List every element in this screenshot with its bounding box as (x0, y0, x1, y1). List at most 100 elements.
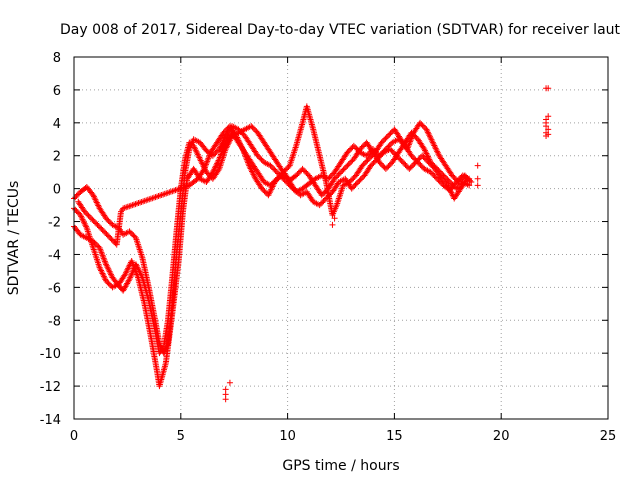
data-point (343, 163, 350, 170)
data-point (216, 154, 223, 161)
data-point (103, 261, 110, 268)
data-point (385, 163, 392, 170)
data-point (417, 161, 424, 168)
data-point (424, 151, 431, 158)
data-point (246, 164, 253, 171)
data-point (377, 160, 384, 167)
data-point (94, 242, 101, 249)
data-point (363, 158, 370, 165)
data-point (268, 186, 275, 193)
data-point-outlier (543, 123, 550, 130)
data-point (350, 175, 357, 182)
data-point (387, 130, 394, 137)
data-point (334, 173, 341, 180)
data-point (423, 156, 430, 163)
data-point (441, 173, 448, 180)
data-point (267, 162, 274, 169)
data-point (282, 166, 289, 173)
data-point (419, 122, 426, 129)
data-point (434, 148, 441, 155)
data-point (408, 152, 415, 159)
data-point (86, 213, 93, 220)
data-point (108, 236, 115, 243)
data-point (426, 132, 433, 139)
data-point (105, 265, 112, 272)
data-point (321, 196, 328, 203)
data-point (261, 188, 268, 195)
data-point (105, 267, 112, 274)
data-point (82, 209, 89, 216)
data-point (316, 202, 323, 209)
data-point (258, 156, 265, 163)
data-point (425, 159, 432, 166)
data-point (412, 159, 419, 166)
data-point (374, 156, 381, 163)
data-point (430, 171, 437, 178)
data-point (407, 138, 414, 145)
data-point (126, 276, 133, 283)
data-point (294, 171, 301, 178)
data-point (129, 261, 136, 268)
data-point (239, 146, 246, 153)
data-point (80, 217, 87, 224)
data-point (90, 192, 97, 199)
data-point (381, 136, 388, 143)
data-point (427, 135, 434, 142)
data-point (266, 189, 273, 196)
data-point (72, 194, 79, 201)
data-point (192, 145, 199, 152)
data-point-outlier (545, 113, 552, 120)
data-point (327, 173, 334, 180)
data-point (352, 144, 359, 151)
data-point (98, 225, 105, 232)
data-point (81, 220, 88, 227)
data-point (91, 219, 98, 226)
data-point-outlier (545, 131, 552, 138)
data-point (93, 198, 100, 205)
data-point (447, 188, 454, 195)
data-point (128, 258, 135, 265)
x-tick-label: 10 (279, 429, 296, 444)
data-point (280, 169, 287, 176)
y-tick-label: -12 (40, 380, 61, 395)
data-point (392, 151, 399, 158)
x-tick-label: 25 (600, 429, 617, 444)
data-point (393, 152, 400, 159)
data-point (359, 143, 366, 150)
data-point (376, 159, 383, 166)
data-point (345, 148, 352, 155)
data-point (379, 138, 386, 145)
data-point (131, 264, 138, 271)
data-point (132, 267, 139, 274)
data-point (244, 158, 251, 165)
data-point (233, 132, 240, 139)
data-point (431, 143, 438, 150)
data-point (390, 150, 397, 157)
data-point (349, 184, 356, 191)
data-point (368, 153, 375, 160)
data-point (100, 273, 107, 280)
data-point (363, 152, 370, 159)
y-tick-label: 4 (53, 117, 61, 132)
data-point (318, 192, 325, 199)
data-point (378, 152, 385, 159)
data-point (130, 262, 137, 269)
data-point (106, 219, 113, 226)
data-point (127, 274, 134, 281)
data-point (429, 138, 436, 145)
data-point (268, 184, 275, 191)
data-point (398, 157, 405, 164)
data-point (375, 154, 382, 161)
data-point (100, 271, 107, 278)
data-point (242, 153, 249, 160)
data-point (100, 253, 107, 260)
data-point (439, 177, 446, 184)
data-point (339, 167, 346, 174)
data-point (404, 146, 411, 153)
data-point (450, 183, 457, 190)
data-point (130, 232, 137, 239)
data-point (92, 196, 99, 203)
data-point (105, 280, 112, 287)
data-point (424, 157, 431, 164)
data-point (429, 163, 436, 170)
